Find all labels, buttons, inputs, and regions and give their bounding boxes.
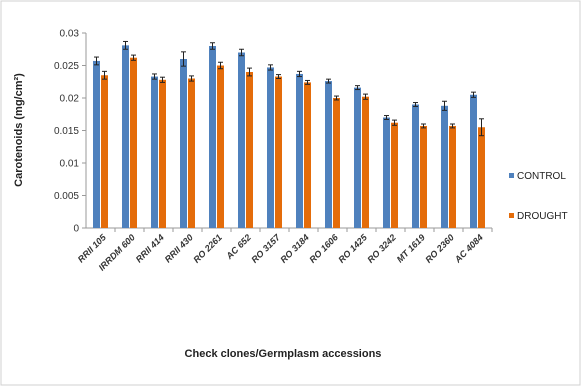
legend-swatch-control (509, 173, 514, 178)
y-tick-label: 0.02 (60, 94, 80, 105)
bar-control (354, 87, 361, 228)
bar-drought (362, 96, 369, 228)
bar-drought (333, 98, 340, 228)
legend-label-control: CONTROL (517, 171, 566, 182)
bar-drought (217, 65, 224, 228)
bar-control (441, 105, 448, 228)
y-axis-title: Carotenoids (mg/cm²) (13, 73, 25, 187)
bar-drought (159, 79, 166, 228)
y-tick-label: 0.025 (54, 61, 79, 72)
bar-control (180, 59, 187, 228)
y-tick-label: 0.015 (54, 126, 79, 137)
bar-control (209, 46, 216, 228)
bar-control (93, 60, 100, 229)
y-tick-label: 0.03 (60, 29, 80, 40)
bar-drought (420, 125, 427, 228)
bar-control (238, 52, 245, 228)
bar-drought (304, 82, 311, 229)
bar-drought (246, 72, 253, 228)
bar-control (325, 81, 332, 228)
y-tick-label: 0 (73, 224, 79, 235)
y-tick-label: 0.005 (54, 191, 79, 202)
bar-drought (188, 78, 195, 228)
bar-drought (101, 75, 108, 228)
bar-control (470, 94, 477, 228)
legend-swatch-drought (509, 213, 514, 218)
bar-control (412, 104, 419, 228)
bar-control (122, 45, 129, 228)
bar-drought (391, 122, 398, 228)
bar-drought (478, 127, 485, 228)
bar-drought (275, 76, 282, 228)
legend-label-drought: DROUGHT (517, 211, 568, 222)
legend: CONTROL DROUGHT (509, 171, 568, 222)
bar-drought (130, 57, 137, 229)
bar-control (151, 76, 158, 228)
bar-control (296, 73, 303, 228)
bar-control (267, 67, 274, 228)
y-tick-label: 0.01 (60, 159, 80, 170)
x-axis-title: Check clones/Germplasm accessions (185, 348, 382, 360)
bar-control (383, 117, 390, 228)
bar-drought (449, 125, 456, 228)
